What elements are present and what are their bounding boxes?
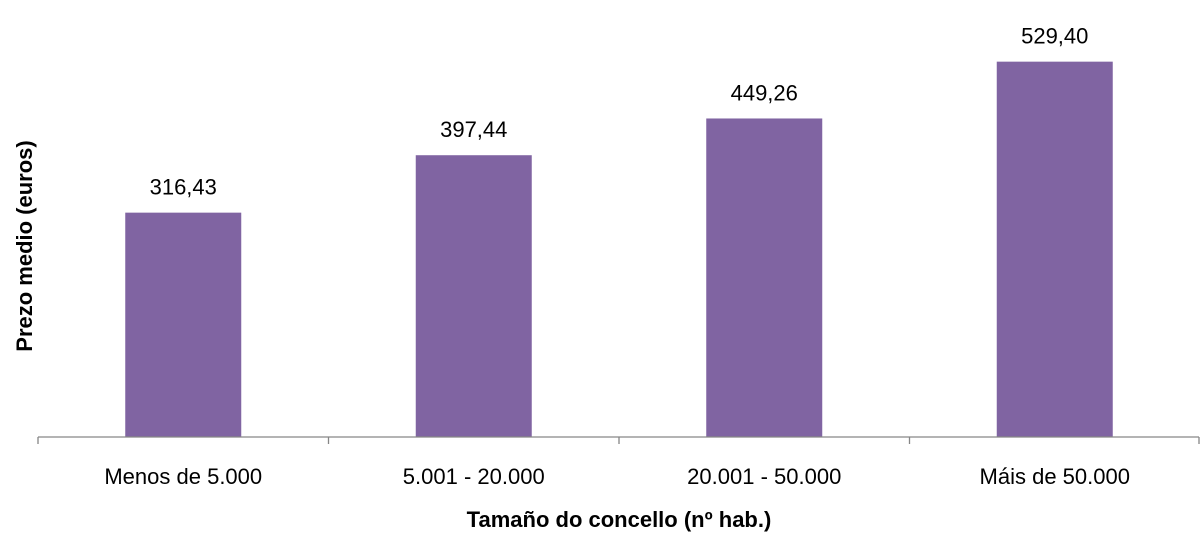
x-axis-ticks: [37, 437, 1200, 444]
bar: [415, 155, 532, 438]
bar: [706, 118, 823, 437]
value-labels-group: 316,43 397,44 449,26 529,40: [150, 24, 1089, 200]
x-axis-title: Tamaño do concello (nº hab.): [467, 507, 772, 532]
value-label: 449,26: [731, 80, 798, 105]
y-axis-title: Prezo medio (euros): [12, 140, 37, 351]
bar: [996, 61, 1113, 438]
x-tick-label: Menos de 5.000: [104, 464, 262, 489]
x-tick-label: Máis de 50.000: [980, 464, 1130, 489]
x-tick-labels-group: Menos de 5.000 5.001 - 20.000 20.001 - 50.…: [104, 464, 1130, 489]
value-label: 316,43: [150, 175, 217, 200]
x-tick-label: 20.001 - 50.000: [687, 464, 841, 489]
bars-group: [125, 61, 1113, 438]
value-label: 529,40: [1021, 24, 1088, 49]
x-tick-label: 5.001 - 20.000: [403, 464, 545, 489]
value-label: 397,44: [440, 117, 507, 142]
bar: [125, 212, 242, 437]
